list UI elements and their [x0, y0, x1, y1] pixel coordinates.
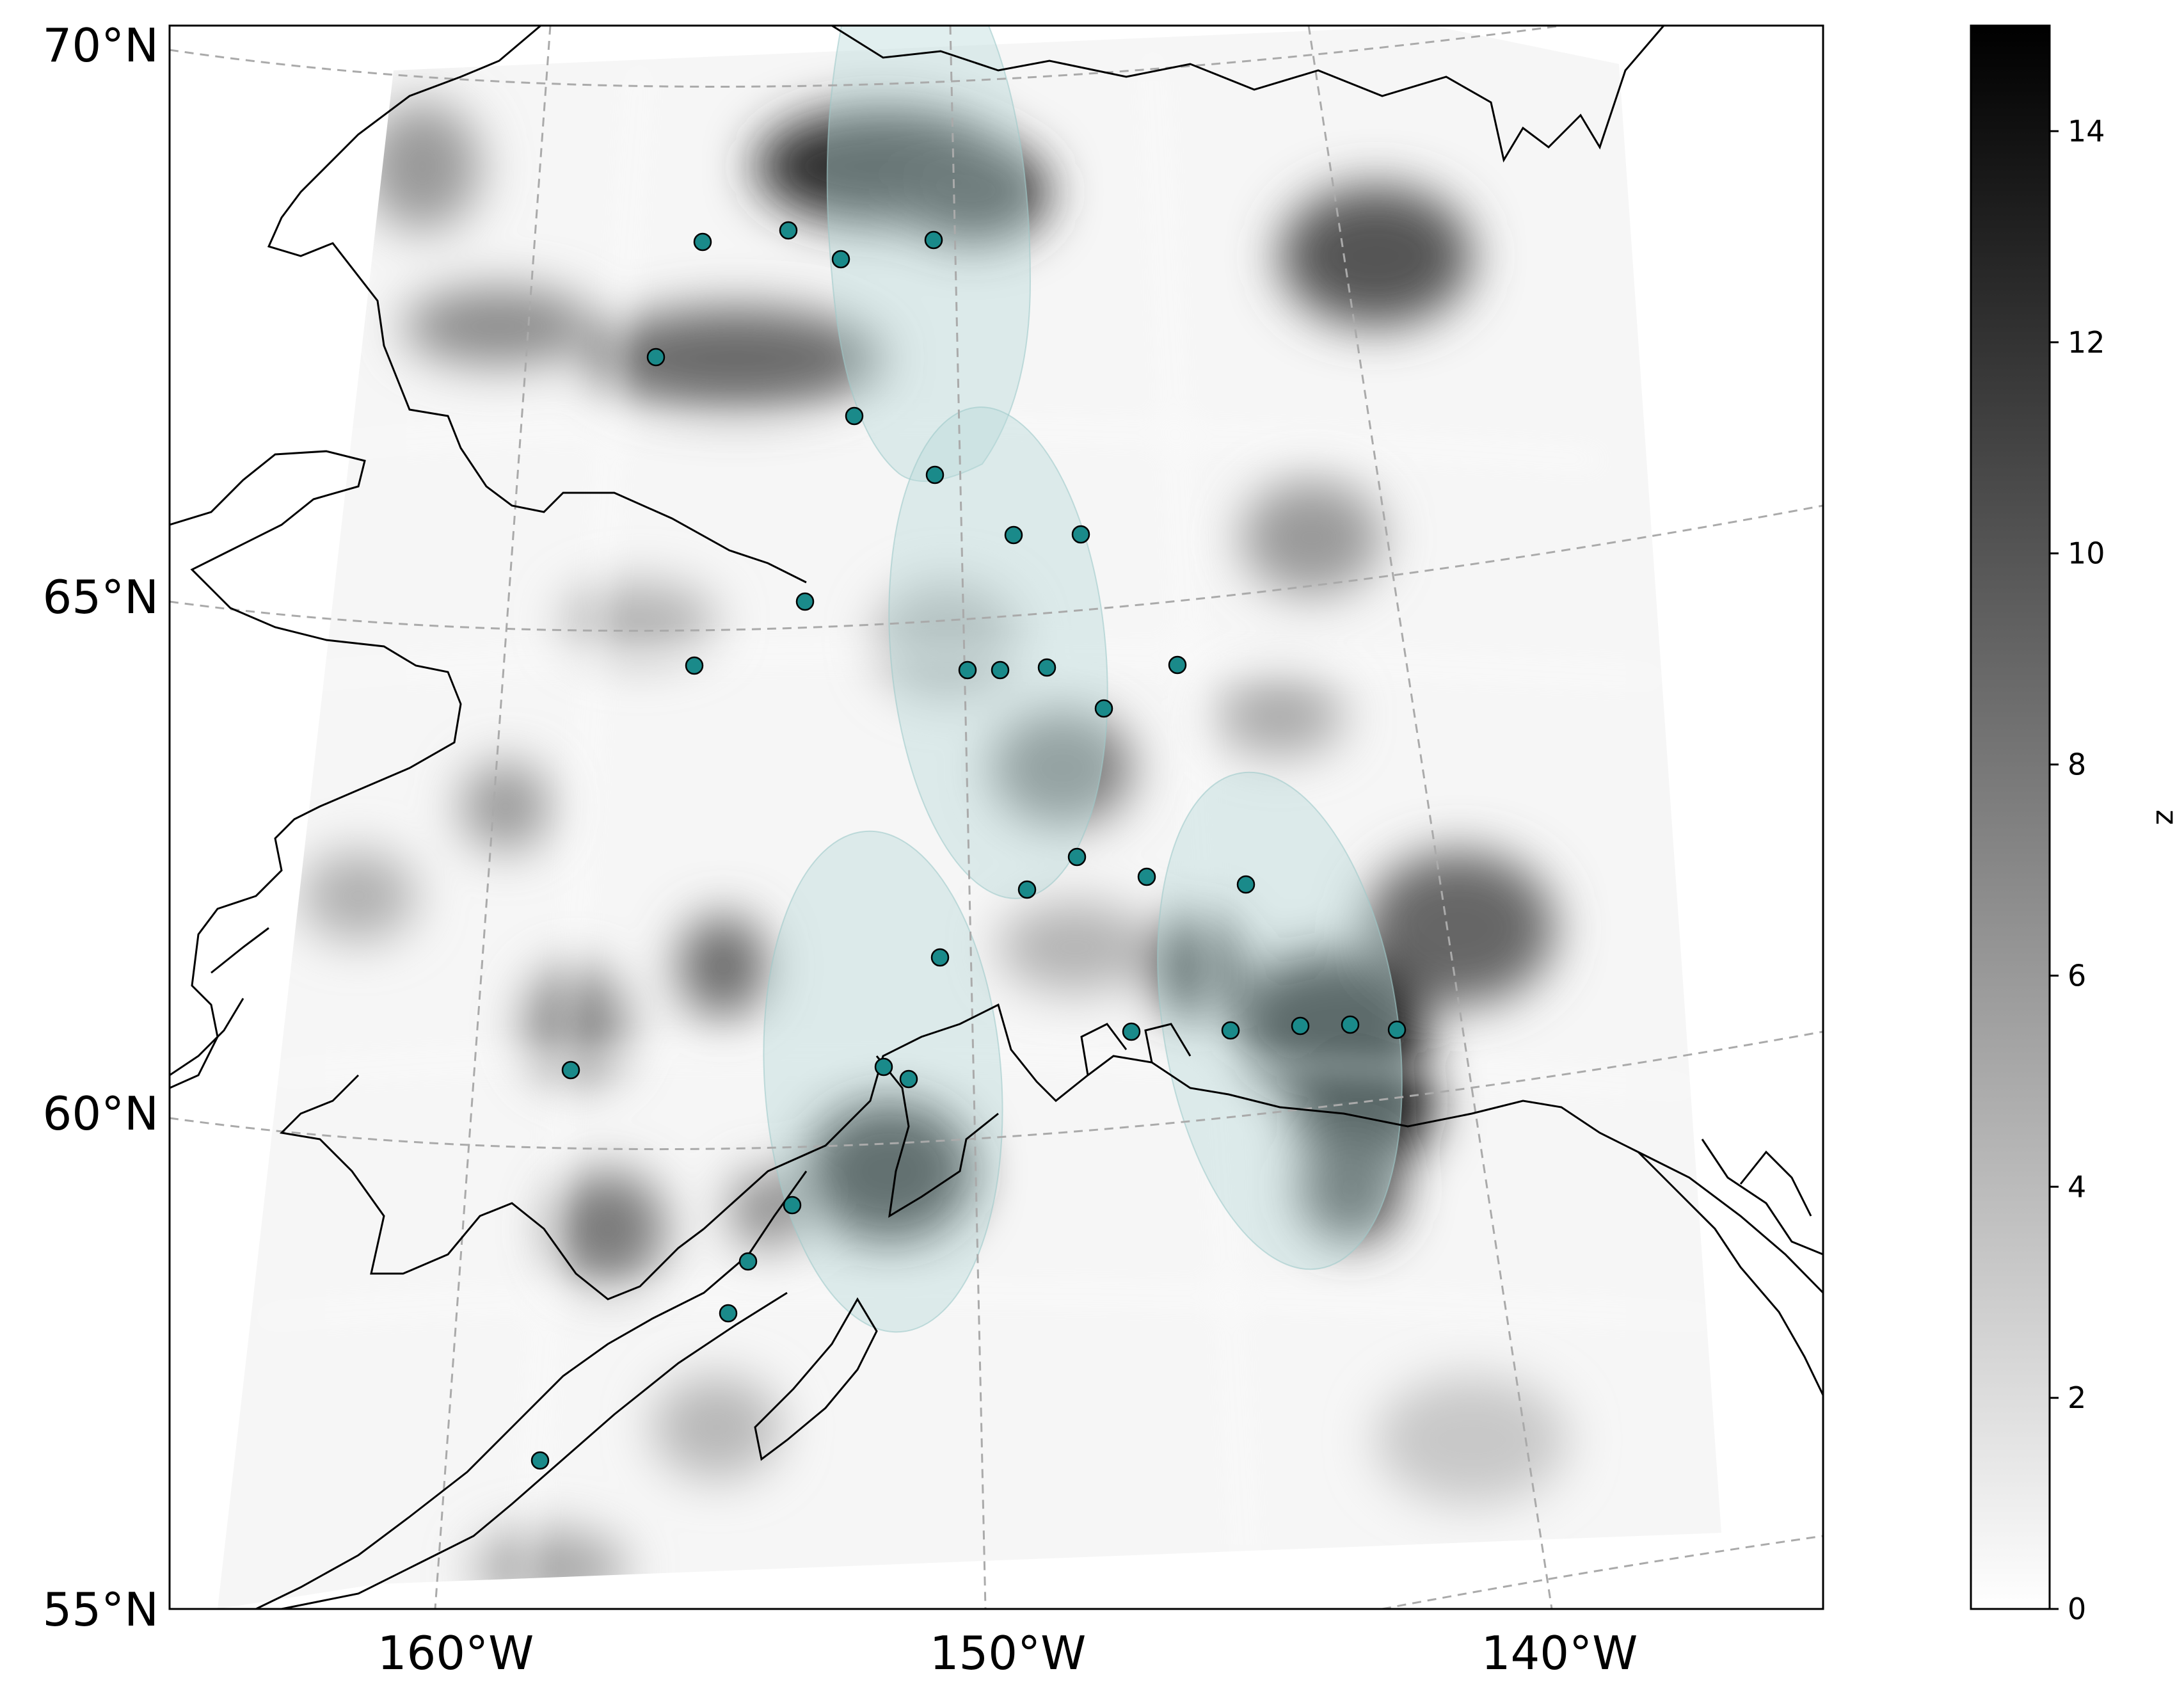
map-frame: [168, 24, 1824, 1610]
colorbar-tick-label: 8: [2068, 748, 2086, 782]
graticule: [170, 26, 1823, 1609]
kodiak-island: [754, 1297, 878, 1461]
colorbar-tick-label: 0: [2068, 1592, 2086, 1626]
station-marker: [646, 348, 666, 367]
coastline-arctic: [831, 26, 1665, 163]
colorbar-tick-label: 10: [2068, 536, 2105, 571]
station-marker: [1221, 1021, 1240, 1040]
coastline-chain: [281, 1292, 788, 1609]
station-marker: [1094, 699, 1113, 718]
coastline-panhandle: [1637, 1151, 1823, 1396]
station-marker: [693, 232, 712, 252]
region-ellipse: [1157, 771, 1403, 1270]
lon-label-150: 150°W: [930, 1626, 1087, 1680]
station-marker: [924, 230, 943, 250]
parallel-55n: [1382, 1535, 1823, 1609]
station-marker: [925, 465, 945, 484]
colorbar-ticks: 0 2 4 6 8 10 12 14: [2050, 114, 2105, 1626]
parallel-60n: [170, 1030, 1823, 1151]
station-marker: [738, 1252, 758, 1271]
station-marker: [530, 1451, 550, 1470]
station-marker: [1071, 525, 1090, 544]
colorbar-tick-label: 2: [2068, 1380, 2086, 1415]
lat-label-65: 65°N: [43, 570, 159, 624]
station-marker: [1137, 867, 1156, 886]
colorbar-label: z: [2149, 810, 2184, 825]
coastline-west: [170, 450, 462, 1089]
stations: [530, 221, 1407, 1470]
station-marker: [991, 660, 1010, 680]
region-ellipses: [763, 26, 1403, 1333]
colorbar-tick-label: 12: [2068, 325, 2105, 360]
colorbar-tick-label: 6: [2068, 958, 2086, 993]
meridian-160w: [434, 26, 552, 1609]
lon-label-140: 140°W: [1481, 1626, 1638, 1680]
station-marker: [1122, 1022, 1141, 1041]
station-marker: [1067, 847, 1087, 867]
colorbar-tick-label: 4: [2068, 1169, 2086, 1204]
station-marker: [1037, 658, 1056, 677]
coastline-sound: [1080, 1023, 1192, 1076]
station-marker: [719, 1304, 738, 1323]
map-axes: [170, 26, 1823, 1609]
z-field: [218, 26, 1721, 1609]
parallel-65n: [170, 504, 1823, 632]
meridian-150w: [949, 26, 987, 1609]
station-marker: [1168, 655, 1187, 675]
station-marker: [845, 406, 864, 426]
coastline-north: [267, 26, 807, 584]
station-marker: [779, 221, 798, 240]
station-marker: [1291, 1016, 1310, 1036]
lon-label-160: 160°W: [378, 1626, 534, 1680]
lat-label-55: 55°N: [43, 1583, 159, 1636]
coastline-panhandle-islands: [1701, 1139, 1823, 1256]
station-marker: [1017, 880, 1037, 899]
colorbar: 0 2 4 6 8 10 12 14 z: [1970, 24, 2184, 1626]
lon-labels: 160°W 150°W 140°W: [378, 1626, 1638, 1680]
station-marker: [1341, 1015, 1360, 1034]
coastline-peninsula: [703, 1003, 1823, 1294]
station-marker: [685, 656, 704, 675]
coastline-bristol: [279, 1074, 705, 1300]
station-marker: [930, 948, 950, 967]
station-marker: [874, 1057, 893, 1076]
station-marker: [958, 660, 977, 680]
coastline-kenai: [875, 1055, 999, 1218]
station-marker: [1236, 875, 1255, 894]
meridian-140w: [1307, 26, 1553, 1609]
station-marker: [1004, 525, 1023, 545]
station-marker: [1387, 1020, 1407, 1039]
colorbar-tick-label: 14: [2068, 114, 2105, 148]
lat-label-70: 70°N: [43, 19, 159, 72]
lat-label-60: 60°N: [43, 1087, 159, 1140]
station-marker: [561, 1060, 580, 1080]
colorbar-gradient: [1970, 24, 2051, 1610]
station-marker: [899, 1069, 918, 1089]
station-marker: [783, 1196, 802, 1215]
station-marker: [831, 250, 850, 269]
station-marker: [795, 592, 815, 611]
coastline-norton: [170, 927, 269, 1076]
lat-labels: 70°N 65°N 60°N 55°N: [43, 19, 159, 1636]
region-ellipse: [888, 406, 1108, 899]
